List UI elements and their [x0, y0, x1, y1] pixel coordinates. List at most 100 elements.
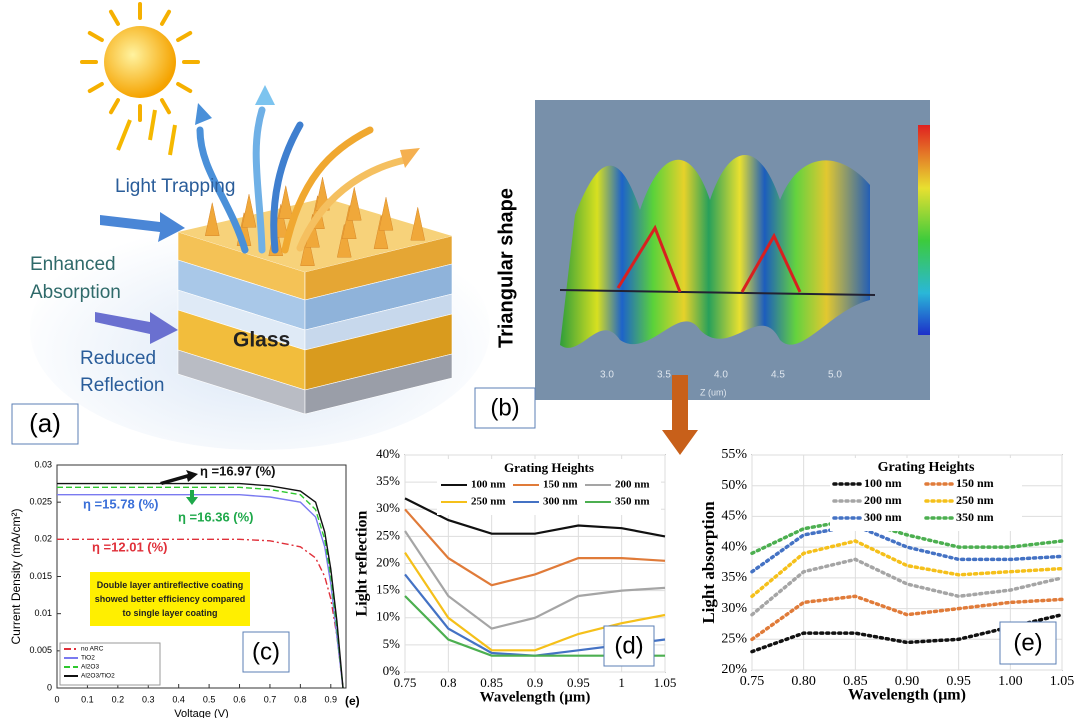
legend-label: 300 nm: [864, 510, 902, 524]
x-tick-label: 0.5: [203, 694, 216, 704]
ray: [162, 12, 169, 24]
legend-label: 250 nm: [956, 493, 994, 507]
legend-label: 100 nm: [864, 476, 902, 490]
chart: 00.0050.010.0150.020.0250.0300.10.20.30.…: [9, 459, 346, 718]
x-tick-label: 0: [54, 694, 59, 704]
y-axis-label: Light absorption: [699, 501, 718, 624]
y-tick-label: 15%: [376, 582, 400, 597]
tick-label: 3.0: [600, 370, 614, 381]
axis-label: Z (um): [700, 387, 727, 397]
tick-label: 4.5: [771, 370, 785, 381]
y-tick-label: 40%: [721, 539, 747, 554]
legend-label: 250 nm: [471, 496, 506, 508]
tick-label: 4.0: [714, 370, 728, 381]
x-tick-label: 0.8: [294, 694, 307, 704]
x-tick-label: 0.4: [172, 694, 185, 704]
legend-label: TiO2: [81, 655, 95, 662]
ray: [118, 120, 130, 150]
legend-label: Al2O3/TiO2: [81, 673, 115, 680]
label-absorption: Absorption: [30, 282, 121, 303]
stray-label: (e): [345, 694, 360, 708]
x-tick-label: 1.05: [654, 675, 677, 690]
ray: [170, 125, 175, 155]
panel-label: (a): [29, 408, 61, 438]
y-tick-label: 0.015: [29, 571, 52, 581]
y-tick-label: 0.005: [29, 645, 52, 655]
y-tick-label: 45%: [721, 509, 747, 524]
x-tick-label: 0.75: [394, 675, 417, 690]
ray: [162, 100, 169, 112]
legend-label: 150 nm: [543, 479, 578, 491]
tick-label: 3.5: [657, 370, 671, 381]
y-tick-label: 55%: [721, 447, 747, 462]
y-tick-label: 25%: [376, 527, 400, 542]
panel-label: (d): [614, 632, 643, 659]
annotation: η =15.78 (%): [83, 496, 159, 511]
y-axis-label: Light reflection: [354, 510, 371, 616]
legend-label: 200 nm: [864, 493, 902, 507]
x-tick-label: 1.05: [1050, 674, 1075, 689]
ray: [111, 12, 118, 24]
colorbar: [918, 125, 930, 335]
x-tick-label: 0.6: [233, 694, 246, 704]
annotation: η =12.01 (%): [92, 539, 168, 554]
y-tick-label: 0.01: [34, 608, 52, 618]
ray: [178, 84, 190, 91]
cone: [279, 186, 293, 219]
x-tick-label: 1: [618, 675, 625, 690]
panel-label: (b): [490, 394, 519, 421]
cone: [347, 187, 361, 220]
legend-label: 350 nm: [956, 510, 994, 524]
ray: [111, 100, 118, 112]
legend-label: 300 nm: [543, 496, 578, 508]
cone: [411, 207, 425, 240]
note: Double layer antireflective coating show…: [92, 574, 248, 624]
x-tick-label: 0.1: [81, 694, 94, 704]
legend-label: 150 nm: [956, 476, 994, 490]
x-tick-label: 0.8: [440, 675, 456, 690]
legend-label: 200 nm: [615, 479, 650, 491]
legend-label: Al2O3: [81, 664, 99, 671]
tick-label: 5.0: [828, 370, 842, 381]
y-tick-label: 30%: [721, 601, 747, 616]
ray: [90, 84, 102, 91]
figure: Light Trapping Enhanced Absorption Glass…: [0, 0, 1083, 718]
ray: [90, 33, 102, 40]
chart: 0%5%10%15%20%25%30%35%40%0.750.80.850.90…: [354, 446, 677, 705]
y-tick-label: 20%: [376, 554, 400, 569]
legend-title: Grating Heights: [504, 460, 594, 475]
legend-label: 100 nm: [471, 479, 506, 491]
y-tick-label: 35%: [376, 473, 400, 488]
label-light-trapping: Light Trapping: [115, 176, 235, 197]
y-tick-label: 0.02: [34, 534, 52, 544]
x-tick-label: 0.75: [740, 674, 765, 689]
y-tick-label: 0.03: [34, 459, 52, 469]
shape-label: Triangular shape: [495, 188, 517, 348]
annotation: η =16.36 (%): [178, 509, 254, 524]
x-tick-label: 0.85: [480, 675, 503, 690]
annotation: η =16.97 (%): [200, 463, 276, 478]
x-tick-label: 0.95: [567, 675, 590, 690]
y-tick-label: 0: [47, 682, 52, 692]
cone: [379, 197, 393, 230]
y-axis-label: Current Density (mA/cm²): [9, 508, 23, 644]
panel-label: (c): [252, 638, 280, 665]
y-tick-label: 25%: [721, 632, 747, 647]
y-tick-label: 50%: [721, 478, 747, 493]
legend-label: no ARC: [81, 646, 104, 653]
ray: [150, 110, 155, 140]
y-tick-label: 5%: [383, 636, 401, 651]
note-text: Double layer antireflective coating show…: [92, 574, 248, 620]
x-tick-label: 0.80: [791, 674, 816, 689]
x-tick-label: 0.7: [264, 694, 277, 704]
x-axis-label: Wavelength (µm): [480, 689, 591, 705]
x-axis-label: Wavelength (μm): [848, 687, 966, 704]
legend-title: Grating Heights: [878, 460, 975, 475]
x-tick-label: 0.9: [527, 675, 543, 690]
x-axis-label: Voltage (V): [174, 708, 228, 718]
x-tick-label: 0.9: [325, 694, 338, 704]
sun: [104, 26, 176, 98]
